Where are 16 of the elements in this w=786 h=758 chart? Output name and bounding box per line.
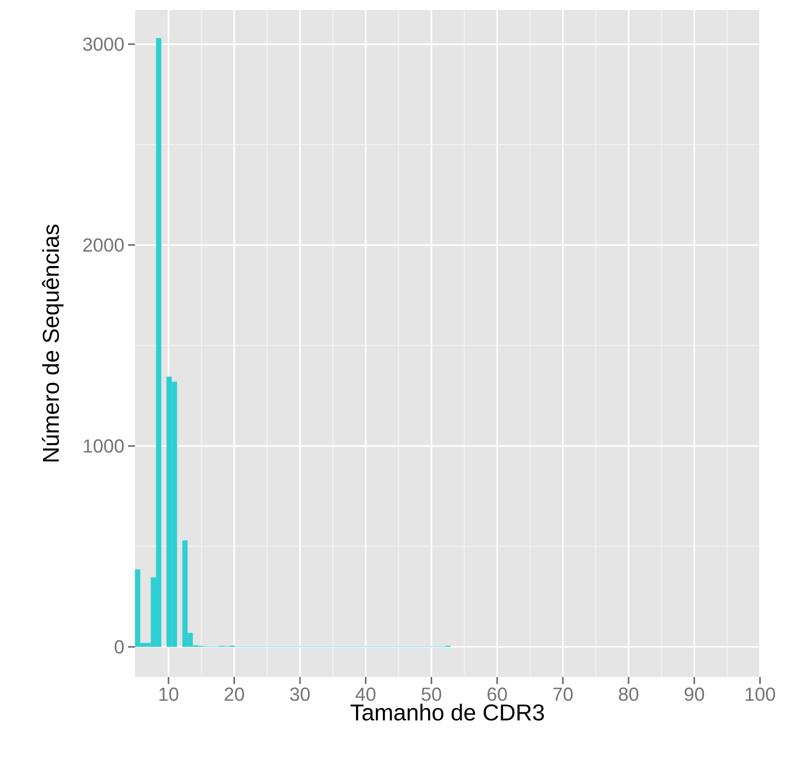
x-tick-label: 50 — [422, 688, 442, 701]
y-axis-title: Número de Sequências — [42, 224, 64, 462]
y-tick-label: 3000 — [83, 37, 124, 51]
x-tick-label: 10 — [159, 688, 178, 701]
y-tick-label: 2000 — [83, 238, 124, 252]
x-tick-label: 30 — [290, 688, 310, 701]
x-tick-label: 40 — [356, 688, 376, 701]
x-axis-title: Tamanho de CDR3 — [350, 704, 544, 721]
x-tick-label: 20 — [224, 688, 244, 701]
x-tick-label: 80 — [618, 688, 638, 701]
x-tick-label: 60 — [488, 688, 507, 701]
x-tick-label: 90 — [684, 688, 704, 701]
y-tick-label: 1000 — [84, 439, 124, 453]
y-tick-label: 0 — [114, 640, 124, 654]
x-tick-label: 70 — [553, 688, 573, 701]
x-tick-label: 100 — [746, 688, 776, 701]
